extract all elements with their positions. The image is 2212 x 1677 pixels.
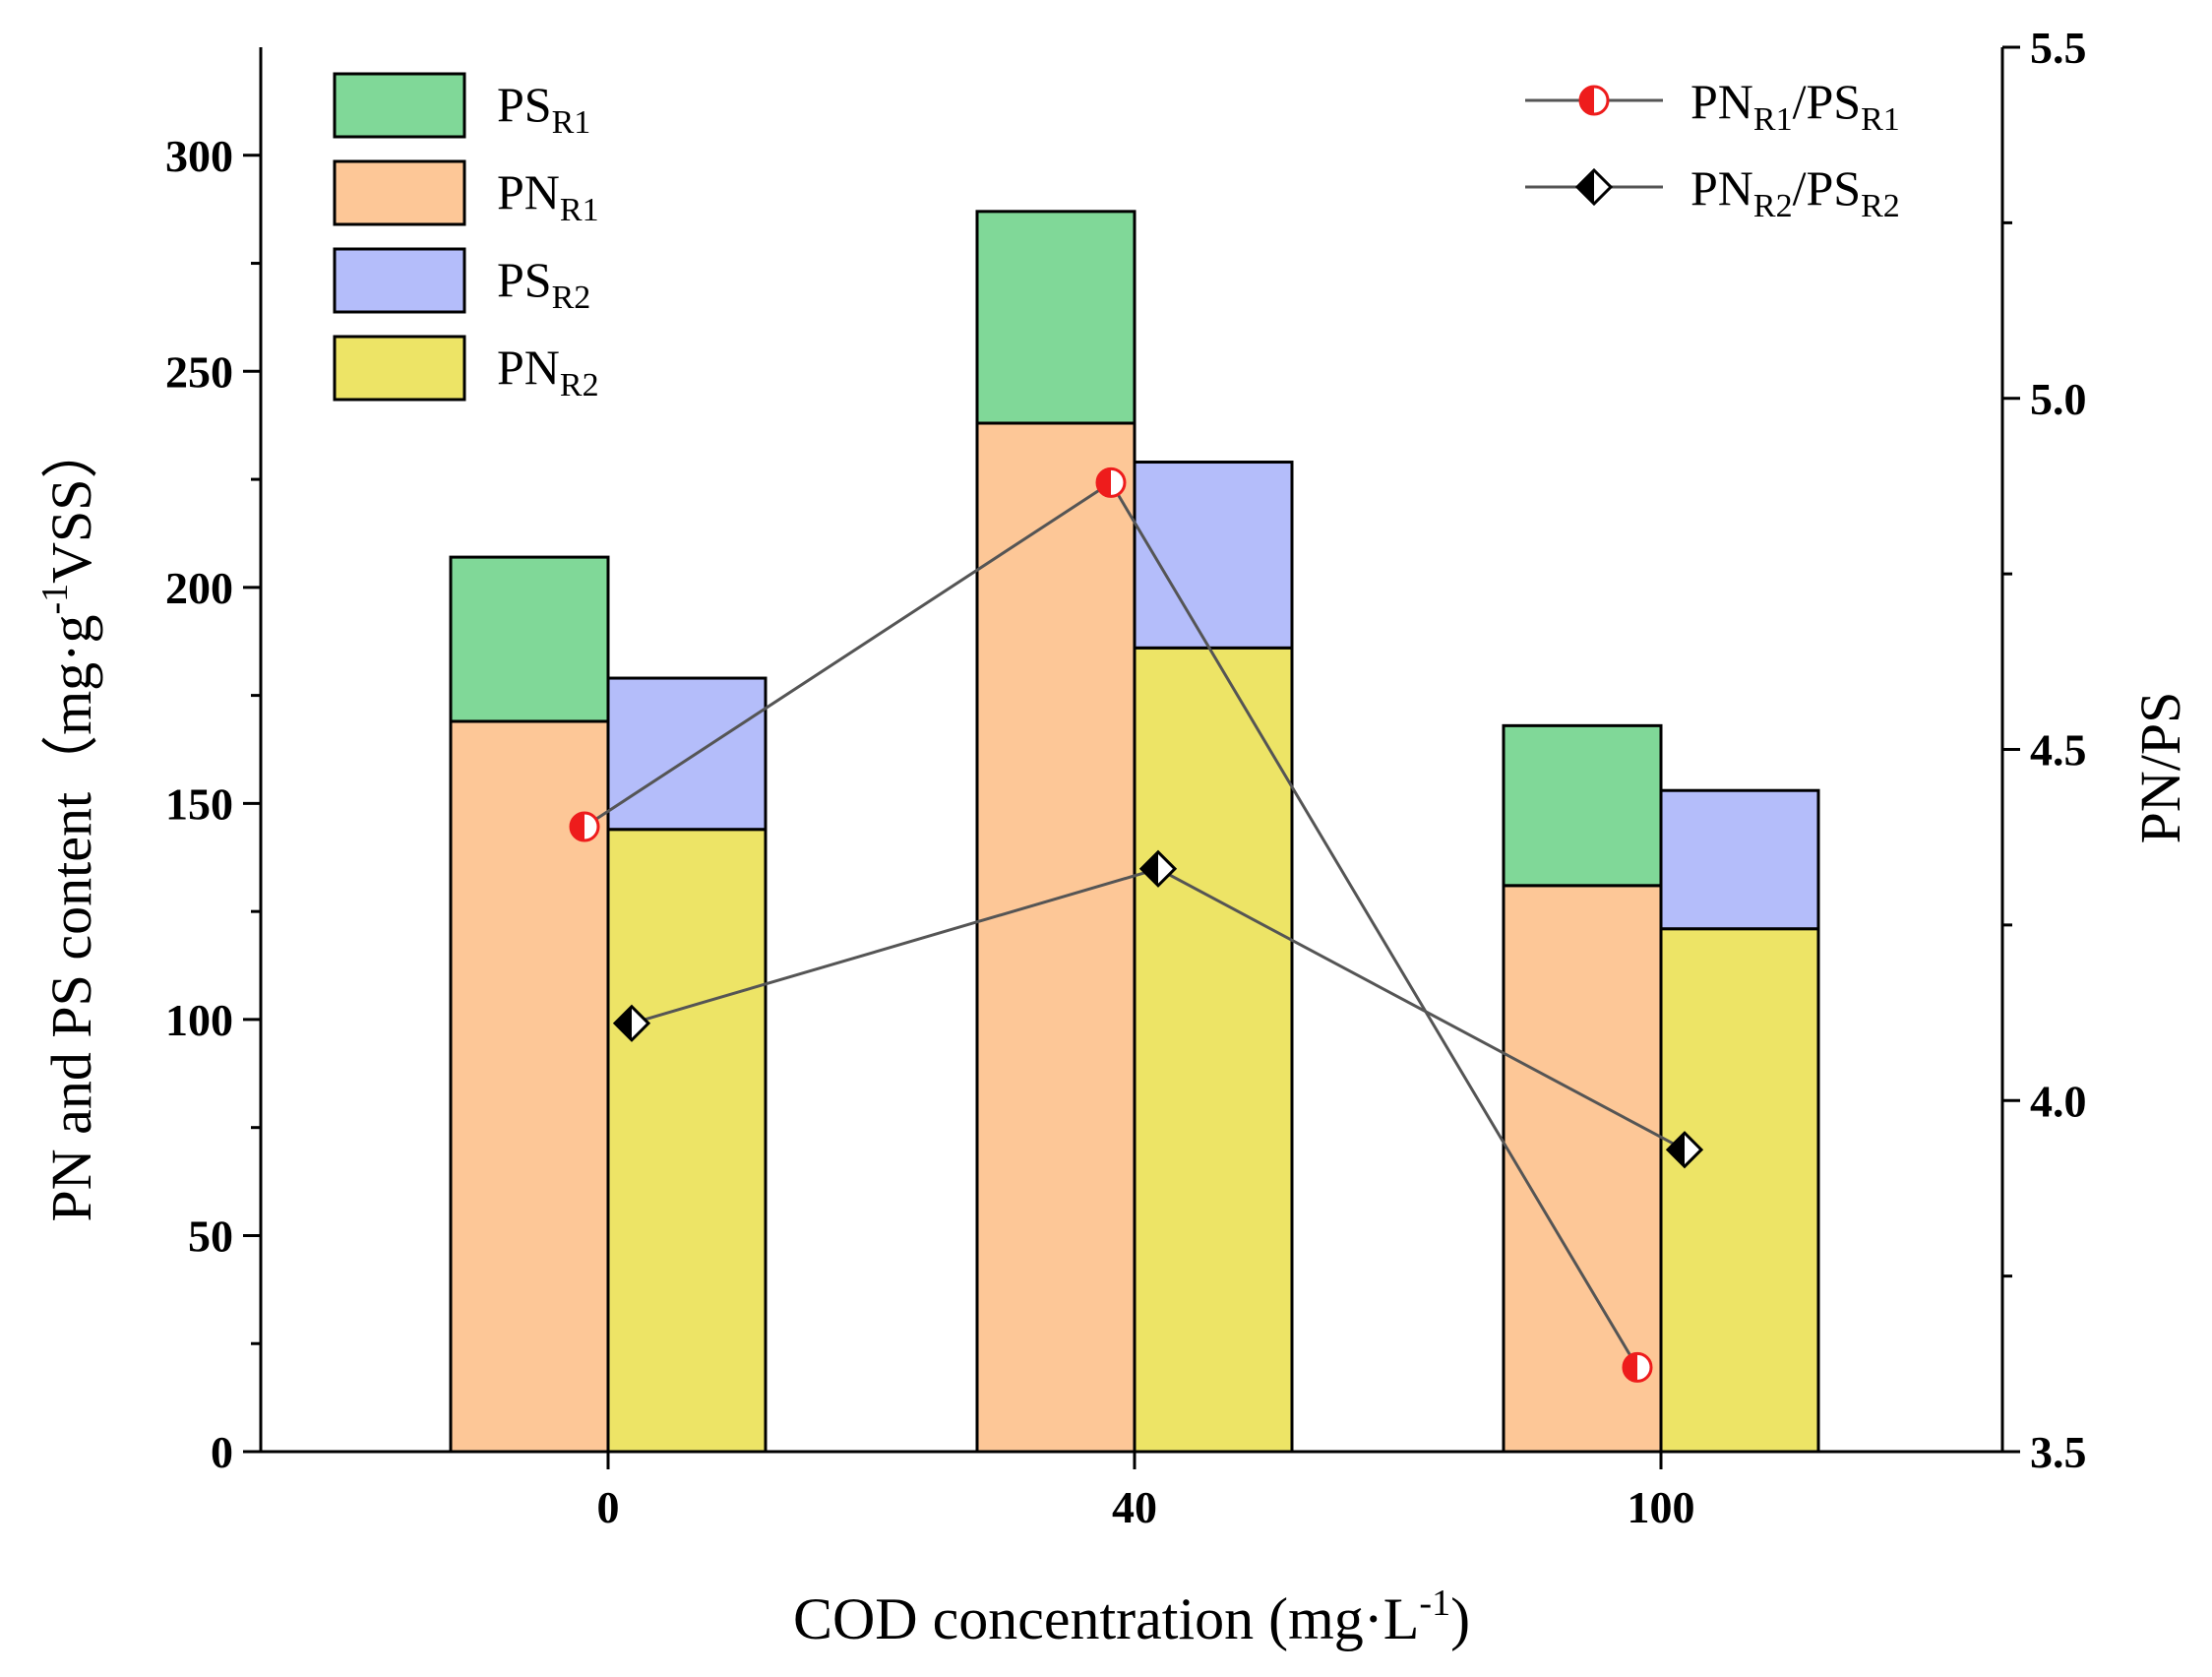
legend-item-ps-r2: PSR2	[333, 247, 590, 316]
legend-label: PNR1	[497, 164, 599, 228]
legend-label: PSR1	[497, 77, 590, 141]
bar-pn-r1-cod-40	[975, 421, 1137, 1454]
x-tick-label: 0	[597, 1482, 620, 1532]
legend-swatch	[333, 247, 466, 314]
ratio-point-r1-cod-0	[569, 811, 600, 842]
bar-pn-r1-cod-0	[449, 719, 610, 1454]
legend-item-ps-r1: PSR1	[333, 72, 590, 141]
y-tick-label: 300	[165, 131, 233, 181]
axes-layer: 0 50 100 150 200 250 300 3.5 4.0 4.5 5.0 5.5 0 40 100	[165, 23, 2087, 1532]
bars-layer	[449, 210, 1820, 1454]
legend-swatch	[333, 159, 466, 226]
x-tick-label: 40	[1112, 1482, 1157, 1532]
ratio-point-r1-cod-100	[1622, 1351, 1653, 1383]
x-axis-label: COD concentration (mg·L-1)	[793, 1583, 1470, 1651]
legend-item-pn-r2: PNR2	[333, 335, 599, 404]
ratio-point-r1-cod-40	[1095, 466, 1127, 498]
legend-item-ratio-r1: PNR1/PSR1	[1525, 74, 1900, 138]
y-tick-label: 200	[165, 563, 233, 613]
y-tick-label: 250	[165, 346, 233, 397]
ratio-point-r2-cod-40	[1138, 849, 1178, 888]
legend-label: PSR2	[497, 252, 590, 316]
bar-pn-r2-cod-0	[606, 828, 768, 1454]
y-tick-label: 0	[211, 1427, 233, 1477]
bar-ps-r2-cod-40	[1133, 461, 1294, 650]
y-tick-label: 150	[165, 778, 233, 829]
legend-marker-half-circle	[1578, 85, 1610, 116]
ratio-point-r2-cod-100	[1665, 1131, 1704, 1169]
bar-ps-r1-cod-40	[975, 210, 1137, 425]
y2-tick-label: 4.5	[2030, 725, 2087, 776]
legend-swatch	[333, 335, 466, 402]
y-tick-label: 100	[165, 995, 233, 1045]
x-tick-label: 100	[1628, 1482, 1695, 1532]
legend-item-pn-r1: PNR1	[333, 159, 599, 228]
bar-pn-r2-cod-40	[1133, 646, 1294, 1454]
legend-swatch	[333, 72, 466, 139]
legend-bars: PSR1 PNR1 PSR2 PNR2	[333, 72, 599, 404]
bar-ps-r1-cod-0	[449, 555, 610, 723]
legend-label: PNR2	[497, 340, 599, 404]
y2-tick-label: 3.5	[2030, 1427, 2087, 1477]
bar-ps-r2-cod-100	[1659, 788, 1820, 931]
ratio-lines-layer	[569, 466, 1704, 1383]
y2-tick-label: 4.0	[2030, 1076, 2087, 1126]
bar-ps-r2-cod-0	[606, 676, 768, 832]
bar-pn-r2-cod-100	[1659, 927, 1820, 1454]
y2-tick-label: 5.0	[2030, 374, 2087, 424]
y2-axis-label: PN/PS	[2128, 692, 2192, 844]
legend-label: PNR1/PSR1	[1690, 74, 1900, 138]
y2-tick-label: 5.5	[2030, 23, 2087, 73]
legend-marker-half-diamond	[1574, 167, 1614, 207]
y-axis-label: PN and PS content（mg·g-1VSS）	[34, 421, 103, 1221]
legend-lines: PNR1/PSR1 PNR2/PSR2	[1525, 74, 1900, 224]
bar-ps-r1-cod-100	[1502, 723, 1663, 888]
legend-label: PNR2/PSR2	[1690, 160, 1900, 224]
ratio-point-r2-cod-0	[612, 1004, 651, 1042]
y-tick-label: 50	[188, 1211, 233, 1261]
legend-item-ratio-r2: PNR2/PSR2	[1525, 160, 1900, 224]
